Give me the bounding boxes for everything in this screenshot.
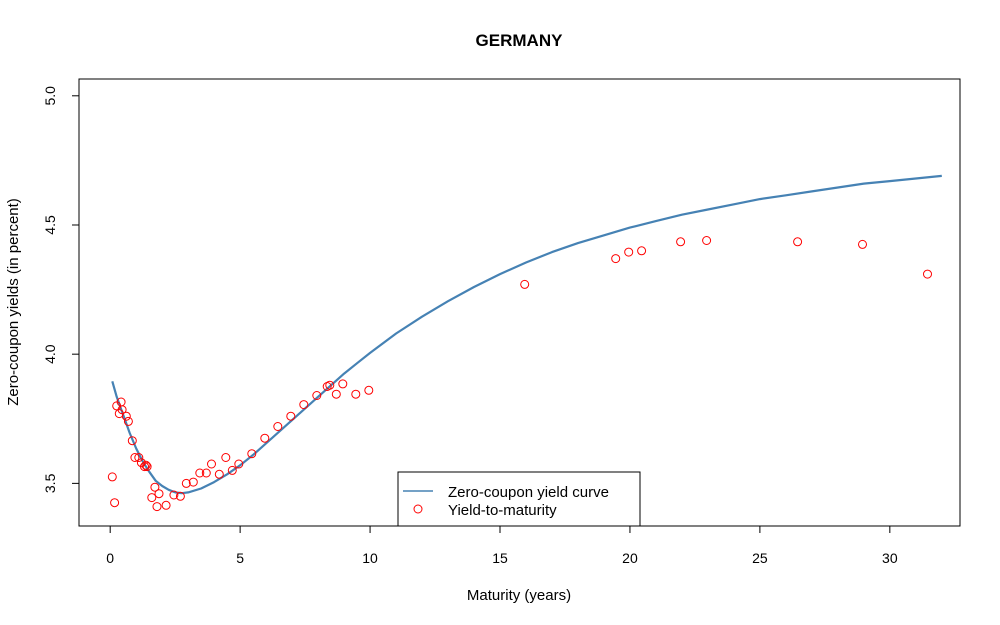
ytm-point xyxy=(140,462,149,472)
ytm-point xyxy=(150,482,160,492)
ytm-point xyxy=(351,389,361,399)
legend-label-yield-curve: Zero-coupon yield curve xyxy=(448,484,609,501)
ytm-point xyxy=(325,380,335,390)
ytm-point xyxy=(107,472,117,482)
ytm-point xyxy=(286,411,296,421)
y-axis: 3.5 4.0 4.5 5.0 xyxy=(42,86,80,493)
ytm-point xyxy=(154,489,164,499)
ytm-point xyxy=(110,498,120,508)
ytm-point xyxy=(169,490,179,500)
ytm-point xyxy=(221,453,231,462)
ytm-point xyxy=(201,468,211,478)
ytm-point xyxy=(611,254,621,264)
ytm-point xyxy=(188,477,198,487)
y-axis-label: Zero-coupon yields (in percent) xyxy=(5,198,22,406)
y-tick-label: 4.0 xyxy=(42,344,58,364)
y-tick-label: 5.0 xyxy=(42,86,58,106)
ytm-point xyxy=(227,465,237,475)
ytm-point xyxy=(117,405,127,415)
ytm-point xyxy=(273,422,283,431)
ytm-point xyxy=(141,460,151,470)
x-tick-label: 25 xyxy=(752,550,768,566)
x-tick-label: 30 xyxy=(882,550,898,566)
ytm-point xyxy=(923,269,932,279)
ytm-point xyxy=(338,379,348,389)
x-tick-label: 15 xyxy=(492,550,508,566)
x-axis: 0 5 10 15 20 25 30 xyxy=(106,525,898,566)
ytm-point xyxy=(195,468,205,478)
ytm-point xyxy=(520,279,530,289)
ytm-point xyxy=(624,247,634,257)
ytm-point xyxy=(175,491,185,501)
ytm-point xyxy=(299,400,309,410)
x-tick-label: 0 xyxy=(106,550,114,566)
ytm-point xyxy=(123,416,133,426)
chart-title: GERMANY xyxy=(476,31,564,50)
ytm-point xyxy=(234,459,244,469)
legend-label-yield-to-maturity: Yield-to-maturity xyxy=(448,502,557,519)
ytm-point xyxy=(702,236,712,245)
y-tick-label: 4.5 xyxy=(42,215,58,235)
ytm-point xyxy=(121,411,131,421)
ytm-point xyxy=(793,237,803,247)
ytm-point xyxy=(127,436,137,446)
ytm-point xyxy=(858,239,867,249)
ytm-point xyxy=(130,453,140,462)
legend-point-swatch xyxy=(413,504,423,514)
ytm-point xyxy=(161,500,171,510)
x-tick-label: 10 xyxy=(362,550,378,566)
ytm-point xyxy=(637,246,647,256)
y-tick-label: 3.5 xyxy=(42,473,58,493)
legend-box xyxy=(397,471,641,527)
yield-curve-line xyxy=(111,174,942,495)
ytm-point xyxy=(152,502,162,512)
ytm-point xyxy=(147,493,157,503)
ytm-point xyxy=(247,449,257,459)
x-axis-label: Maturity (years) xyxy=(467,587,571,604)
ytm-point xyxy=(331,389,341,399)
ytm-point xyxy=(214,469,224,479)
plot-frame xyxy=(78,78,961,527)
x-tick-label: 5 xyxy=(236,550,244,566)
ytm-point xyxy=(312,391,322,400)
ytm-point xyxy=(676,237,686,247)
ytm-point xyxy=(134,453,144,462)
ytm-point xyxy=(364,385,374,395)
x-tick-label: 20 xyxy=(622,550,638,566)
ytm-point xyxy=(142,462,152,472)
ytm-point xyxy=(207,459,216,469)
legend: Zero-coupon yield curve Yield-to-maturit… xyxy=(397,471,641,527)
ytm-point xyxy=(181,478,191,488)
ytm-point xyxy=(260,433,270,443)
series-layer xyxy=(107,174,942,512)
